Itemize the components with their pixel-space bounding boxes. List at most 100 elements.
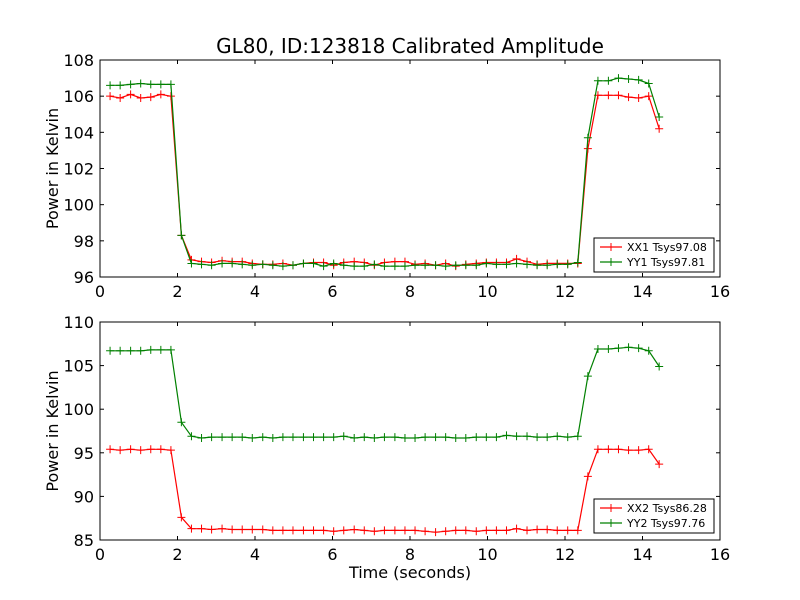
data-point (177, 231, 186, 240)
y-tick-label: 98 (74, 232, 94, 251)
data-point (523, 526, 532, 535)
data-point (187, 432, 196, 441)
data-point (146, 445, 155, 454)
data-point (614, 91, 623, 100)
data-point (207, 261, 216, 270)
data-point (126, 90, 135, 99)
data-point (634, 344, 643, 353)
data-point (319, 433, 328, 442)
data-point (441, 262, 450, 271)
data-point (146, 93, 155, 102)
data-point (258, 525, 267, 534)
data-point (258, 260, 267, 269)
x-tick-label: 4 (250, 545, 260, 564)
data-point (166, 92, 175, 101)
data-point (431, 433, 440, 442)
y-tick-label: 106 (63, 87, 94, 106)
x-tick-label: 2 (172, 545, 182, 564)
data-point (299, 526, 308, 535)
data-point (126, 80, 135, 89)
data-point (166, 80, 175, 89)
data-point (655, 124, 664, 133)
data-point (156, 80, 165, 89)
data-point (421, 261, 430, 270)
data-point (492, 526, 501, 535)
data-point (166, 446, 175, 455)
data-point (573, 432, 582, 441)
data-point (573, 526, 582, 535)
data-point (166, 345, 175, 354)
data-point (197, 524, 206, 533)
data-point (655, 362, 664, 371)
x-tick-label: 16 (710, 282, 730, 301)
y-tick-label: 105 (63, 357, 94, 376)
data-point (655, 112, 664, 121)
data-point (288, 526, 297, 535)
data-point (197, 433, 206, 442)
data-point (553, 260, 562, 269)
data-point (421, 527, 430, 536)
x-tick-label: 12 (555, 545, 575, 564)
data-point (350, 433, 359, 442)
data-point (238, 260, 247, 269)
data-point (644, 79, 653, 88)
data-point (624, 93, 633, 102)
data-point (116, 446, 125, 455)
data-point (543, 433, 552, 442)
data-point (573, 258, 582, 267)
x-tick-label: 14 (632, 282, 652, 301)
legend-marker (607, 258, 615, 266)
y-tick-label: 90 (74, 487, 94, 506)
data-point (502, 431, 511, 440)
y-tick-label: 110 (63, 313, 94, 332)
data-point (624, 343, 633, 352)
data-point (482, 526, 491, 535)
data-point (593, 445, 602, 454)
data-point (512, 524, 521, 533)
data-point (543, 525, 552, 534)
data-point (624, 446, 633, 455)
bottom-subplot: 0 2 4 6 8 10 12 14 16 85 90 95 100 105 110 Power in Kel… (43, 313, 730, 582)
data-point (604, 91, 613, 100)
data-point (614, 344, 623, 353)
data-point (400, 433, 409, 442)
data-point (319, 526, 328, 535)
data-point (461, 433, 470, 442)
data-point (451, 261, 460, 270)
data-point (472, 261, 481, 270)
data-point (187, 259, 196, 268)
data-point (604, 345, 613, 354)
data-point (492, 260, 501, 269)
data-point (390, 433, 399, 442)
data-point (604, 76, 613, 85)
legend-label: YY2 Tsys97.76 (626, 517, 705, 530)
data-point (593, 345, 602, 354)
data-point (258, 433, 267, 442)
data-point (360, 433, 369, 442)
x-tick-label: 8 (405, 282, 415, 301)
data-point (553, 526, 562, 535)
data-point (339, 526, 348, 535)
data-point (360, 262, 369, 271)
x-tick-label: 6 (327, 545, 337, 564)
data-point (492, 433, 501, 442)
y-tick-label: 102 (63, 160, 94, 179)
data-point (451, 433, 460, 442)
legend-label: XX1 Tsys97.08 (627, 241, 707, 254)
data-point (238, 525, 247, 534)
data-point (390, 526, 399, 535)
data-point (583, 144, 592, 153)
data-point (461, 261, 470, 270)
data-point (278, 262, 287, 271)
data-point (400, 526, 409, 535)
data-point (370, 527, 379, 536)
data-point (533, 261, 542, 270)
data-point (187, 524, 196, 533)
data-point (339, 261, 348, 270)
data-point (177, 513, 186, 522)
data-point (156, 345, 165, 354)
data-point (106, 445, 115, 454)
y-tick-label: 100 (63, 196, 94, 215)
x-tick-label: 12 (555, 282, 575, 301)
